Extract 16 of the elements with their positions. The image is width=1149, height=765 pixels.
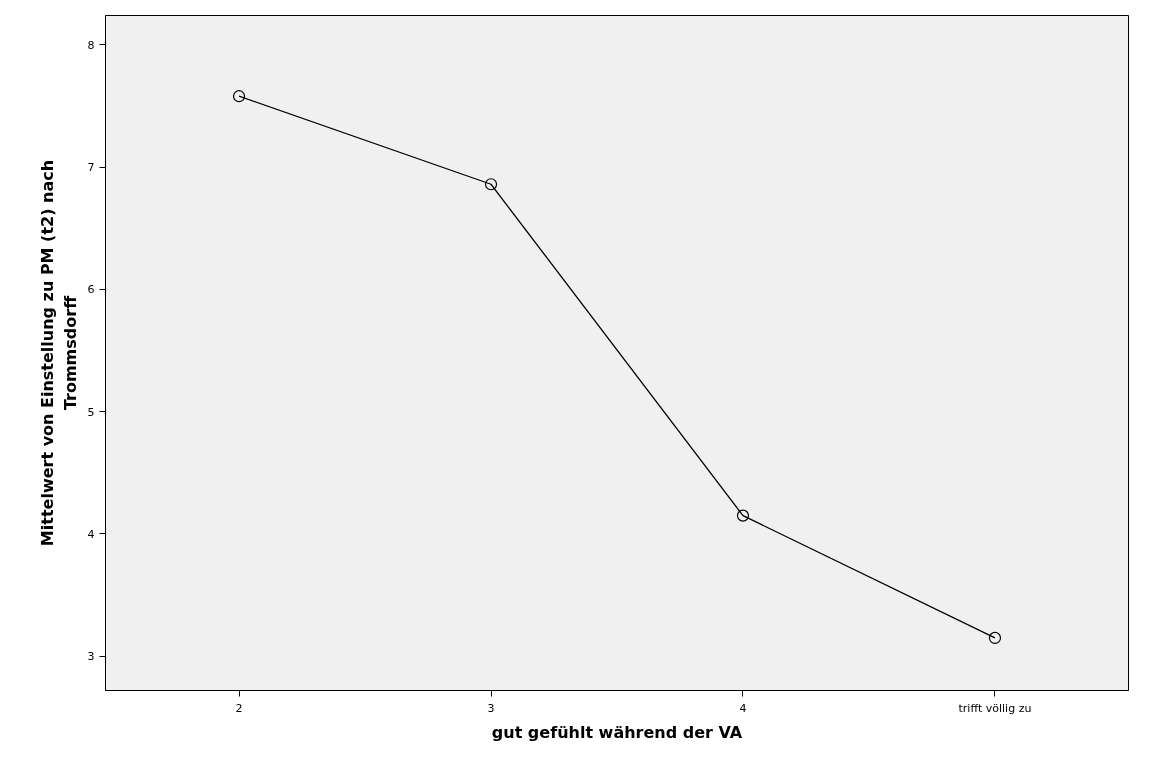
x-tick-label: trifft völlig zu (958, 701, 1032, 715)
x-tick-label: 2 (235, 701, 243, 715)
y-tick-label: 5 (87, 405, 95, 419)
y-tick-label: 7 (87, 161, 95, 175)
point (988, 631, 1002, 645)
y-axis-title: Mittelwert von Einstellung zu PM (t2) nach Trommsdorff (37, 159, 80, 547)
x-axis-title: gut gefühlt während der VA (491, 722, 743, 742)
point (232, 90, 246, 103)
y-tick-label: 3 (87, 650, 95, 664)
y-tick-label: 8 (87, 38, 95, 52)
point (736, 509, 750, 522)
x-tick-label: 3 (487, 701, 495, 715)
point (484, 178, 498, 191)
y-tick-label: 6 (87, 283, 95, 297)
x-tick-label: 4 (739, 701, 747, 715)
y-tick-label: 4 (87, 527, 95, 541)
